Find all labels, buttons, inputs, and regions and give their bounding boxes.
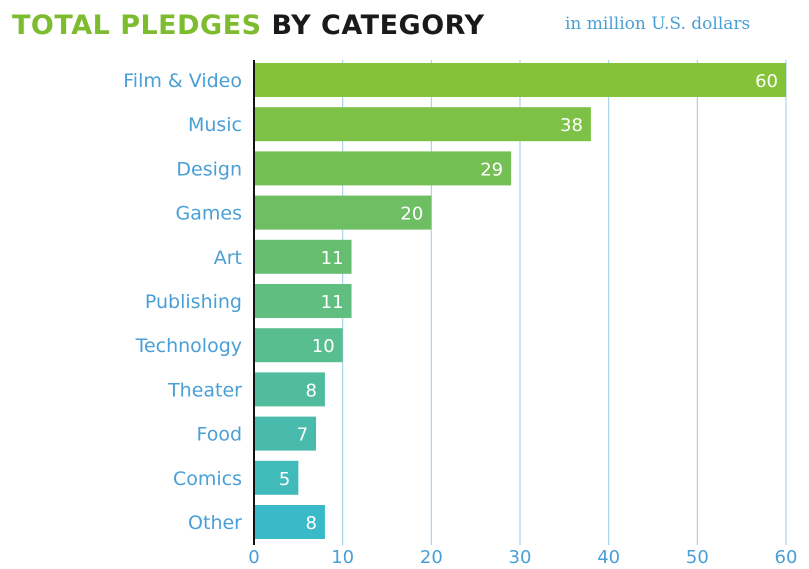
bar-value-label: 5 bbox=[279, 469, 290, 490]
category-label: Art bbox=[214, 247, 242, 269]
bar bbox=[254, 284, 352, 318]
bar-value-label: 60 bbox=[755, 71, 778, 92]
bar-value-label: 11 bbox=[321, 292, 344, 313]
category-label: Design bbox=[176, 158, 242, 180]
x-tick-label: 20 bbox=[420, 547, 443, 568]
x-tick-label: 0 bbox=[248, 547, 259, 568]
x-tick-label: 60 bbox=[775, 547, 798, 568]
x-tick-label: 50 bbox=[686, 547, 709, 568]
bar-value-label: 8 bbox=[305, 380, 316, 401]
bar bbox=[254, 460, 299, 495]
bar bbox=[254, 372, 325, 407]
bar-value-label: 20 bbox=[400, 204, 423, 225]
category-label: Technology bbox=[135, 335, 242, 357]
bar bbox=[254, 107, 591, 142]
chart-subtitle: in million U.S. dollars bbox=[565, 14, 751, 34]
title-part-2: BY CATEGORY bbox=[271, 10, 485, 41]
category-label: Comics bbox=[173, 468, 242, 490]
bar-value-label: 7 bbox=[297, 425, 308, 446]
x-tick-label: 40 bbox=[597, 547, 620, 568]
category-label: Publishing bbox=[145, 291, 242, 313]
bar bbox=[254, 195, 432, 230]
bar bbox=[254, 239, 352, 274]
category-label: Music bbox=[188, 114, 242, 136]
bar-value-label: 10 bbox=[312, 336, 335, 357]
title-part-1: TOTAL PLEDGES bbox=[12, 10, 262, 41]
category-label: Film & Video bbox=[123, 70, 242, 92]
chart-title: TOTAL PLEDGES BY CATEGORY bbox=[12, 6, 485, 46]
bar bbox=[254, 505, 325, 539]
bar bbox=[254, 328, 343, 363]
category-label: Theater bbox=[167, 379, 242, 401]
x-tick-label: 10 bbox=[331, 547, 354, 568]
x-tick-label: 30 bbox=[509, 547, 532, 568]
bar-value-label: 8 bbox=[305, 513, 316, 534]
bar bbox=[254, 151, 512, 186]
bar-value-label: 11 bbox=[321, 248, 344, 269]
category-label: Other bbox=[188, 512, 242, 534]
bar-value-label: 38 bbox=[560, 115, 583, 136]
category-label: Food bbox=[196, 424, 242, 446]
bar-value-label: 29 bbox=[480, 159, 503, 180]
category-label: Games bbox=[176, 203, 242, 225]
bar bbox=[254, 416, 317, 451]
bar bbox=[254, 63, 786, 97]
